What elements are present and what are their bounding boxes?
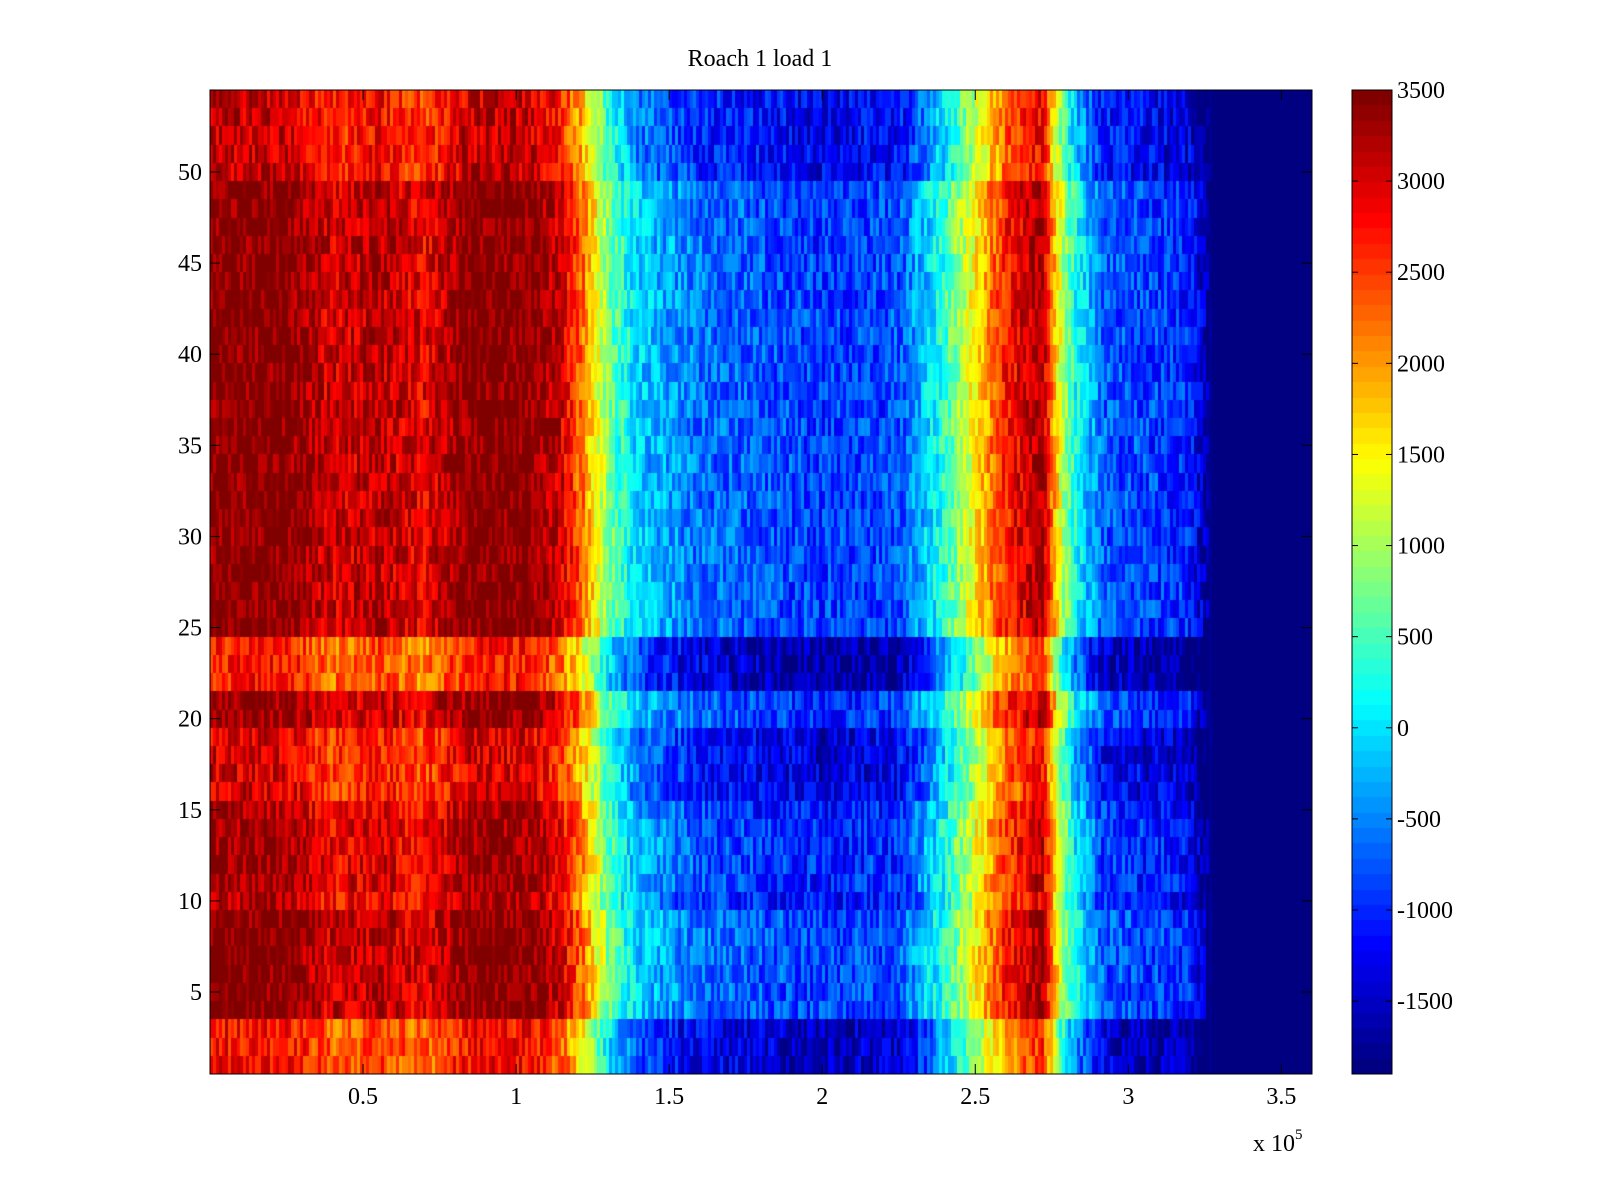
y-axis-ticks: 5 10 15 20 25 30 35 40 45 50 xyxy=(178,160,1312,1006)
colorbar-tick-label: 0 xyxy=(1397,716,1409,742)
y-tick-label: 45 xyxy=(178,251,202,277)
y-tick-label: 5 xyxy=(190,980,202,1006)
y-tick-label: 25 xyxy=(178,616,202,642)
colorbar-tick-label: 2000 xyxy=(1397,351,1445,377)
x-axis-multiplier-base: x 10 xyxy=(1253,1131,1295,1157)
x-tick-label: 0.5 xyxy=(348,1084,378,1110)
colorbar-tick-label: -1500 xyxy=(1397,989,1453,1015)
x-tick-label: 1.5 xyxy=(654,1084,684,1110)
x-tick-label: 2.5 xyxy=(960,1084,990,1110)
y-tick-label: 15 xyxy=(178,798,202,824)
x-tick-label: 3.5 xyxy=(1266,1084,1296,1110)
colorbar-tick-label: 2500 xyxy=(1397,260,1445,286)
colorbar-tick-label: 3000 xyxy=(1397,169,1445,195)
colorbar-tick-label: -1000 xyxy=(1397,898,1453,924)
x-tick-label: 3 xyxy=(1122,1084,1134,1110)
y-tick-label: 10 xyxy=(178,889,202,915)
y-tick-label: 20 xyxy=(178,707,202,733)
x-axis-ticks: 0.5 1 1.5 2 2.5 3 3.5 xyxy=(348,90,1296,1110)
colorbar-frame xyxy=(1351,89,1393,1075)
colorbar-image xyxy=(1352,90,1392,1074)
y-tick-label: 50 xyxy=(178,160,202,186)
heatmap-image xyxy=(210,90,1312,1074)
chart-title: Roach 1 load 1 xyxy=(688,46,833,72)
x-axis-multiplier: x 105 xyxy=(1253,1127,1303,1157)
plot-frame xyxy=(209,89,1313,1075)
y-tick-label: 30 xyxy=(178,524,202,550)
x-tick-label: 2 xyxy=(816,1084,828,1110)
x-tick-label: 1 xyxy=(510,1084,522,1110)
colorbar-tick-label: 3500 xyxy=(1397,78,1445,104)
colorbar-tick-label: -500 xyxy=(1397,807,1441,833)
y-tick-label: 35 xyxy=(178,433,202,459)
colorbar-ticks: 3500 3000 2500 2000 1500 1000 500 0 -500 -1000 -15… xyxy=(1352,78,1453,1015)
y-tick-label: 40 xyxy=(178,342,202,368)
x-axis-multiplier-exponent: 5 xyxy=(1295,1127,1303,1143)
colorbar-tick-label: 500 xyxy=(1397,625,1433,651)
colorbar-tick-label: 1000 xyxy=(1397,534,1445,560)
colorbar-tick-label: 1500 xyxy=(1397,442,1445,468)
